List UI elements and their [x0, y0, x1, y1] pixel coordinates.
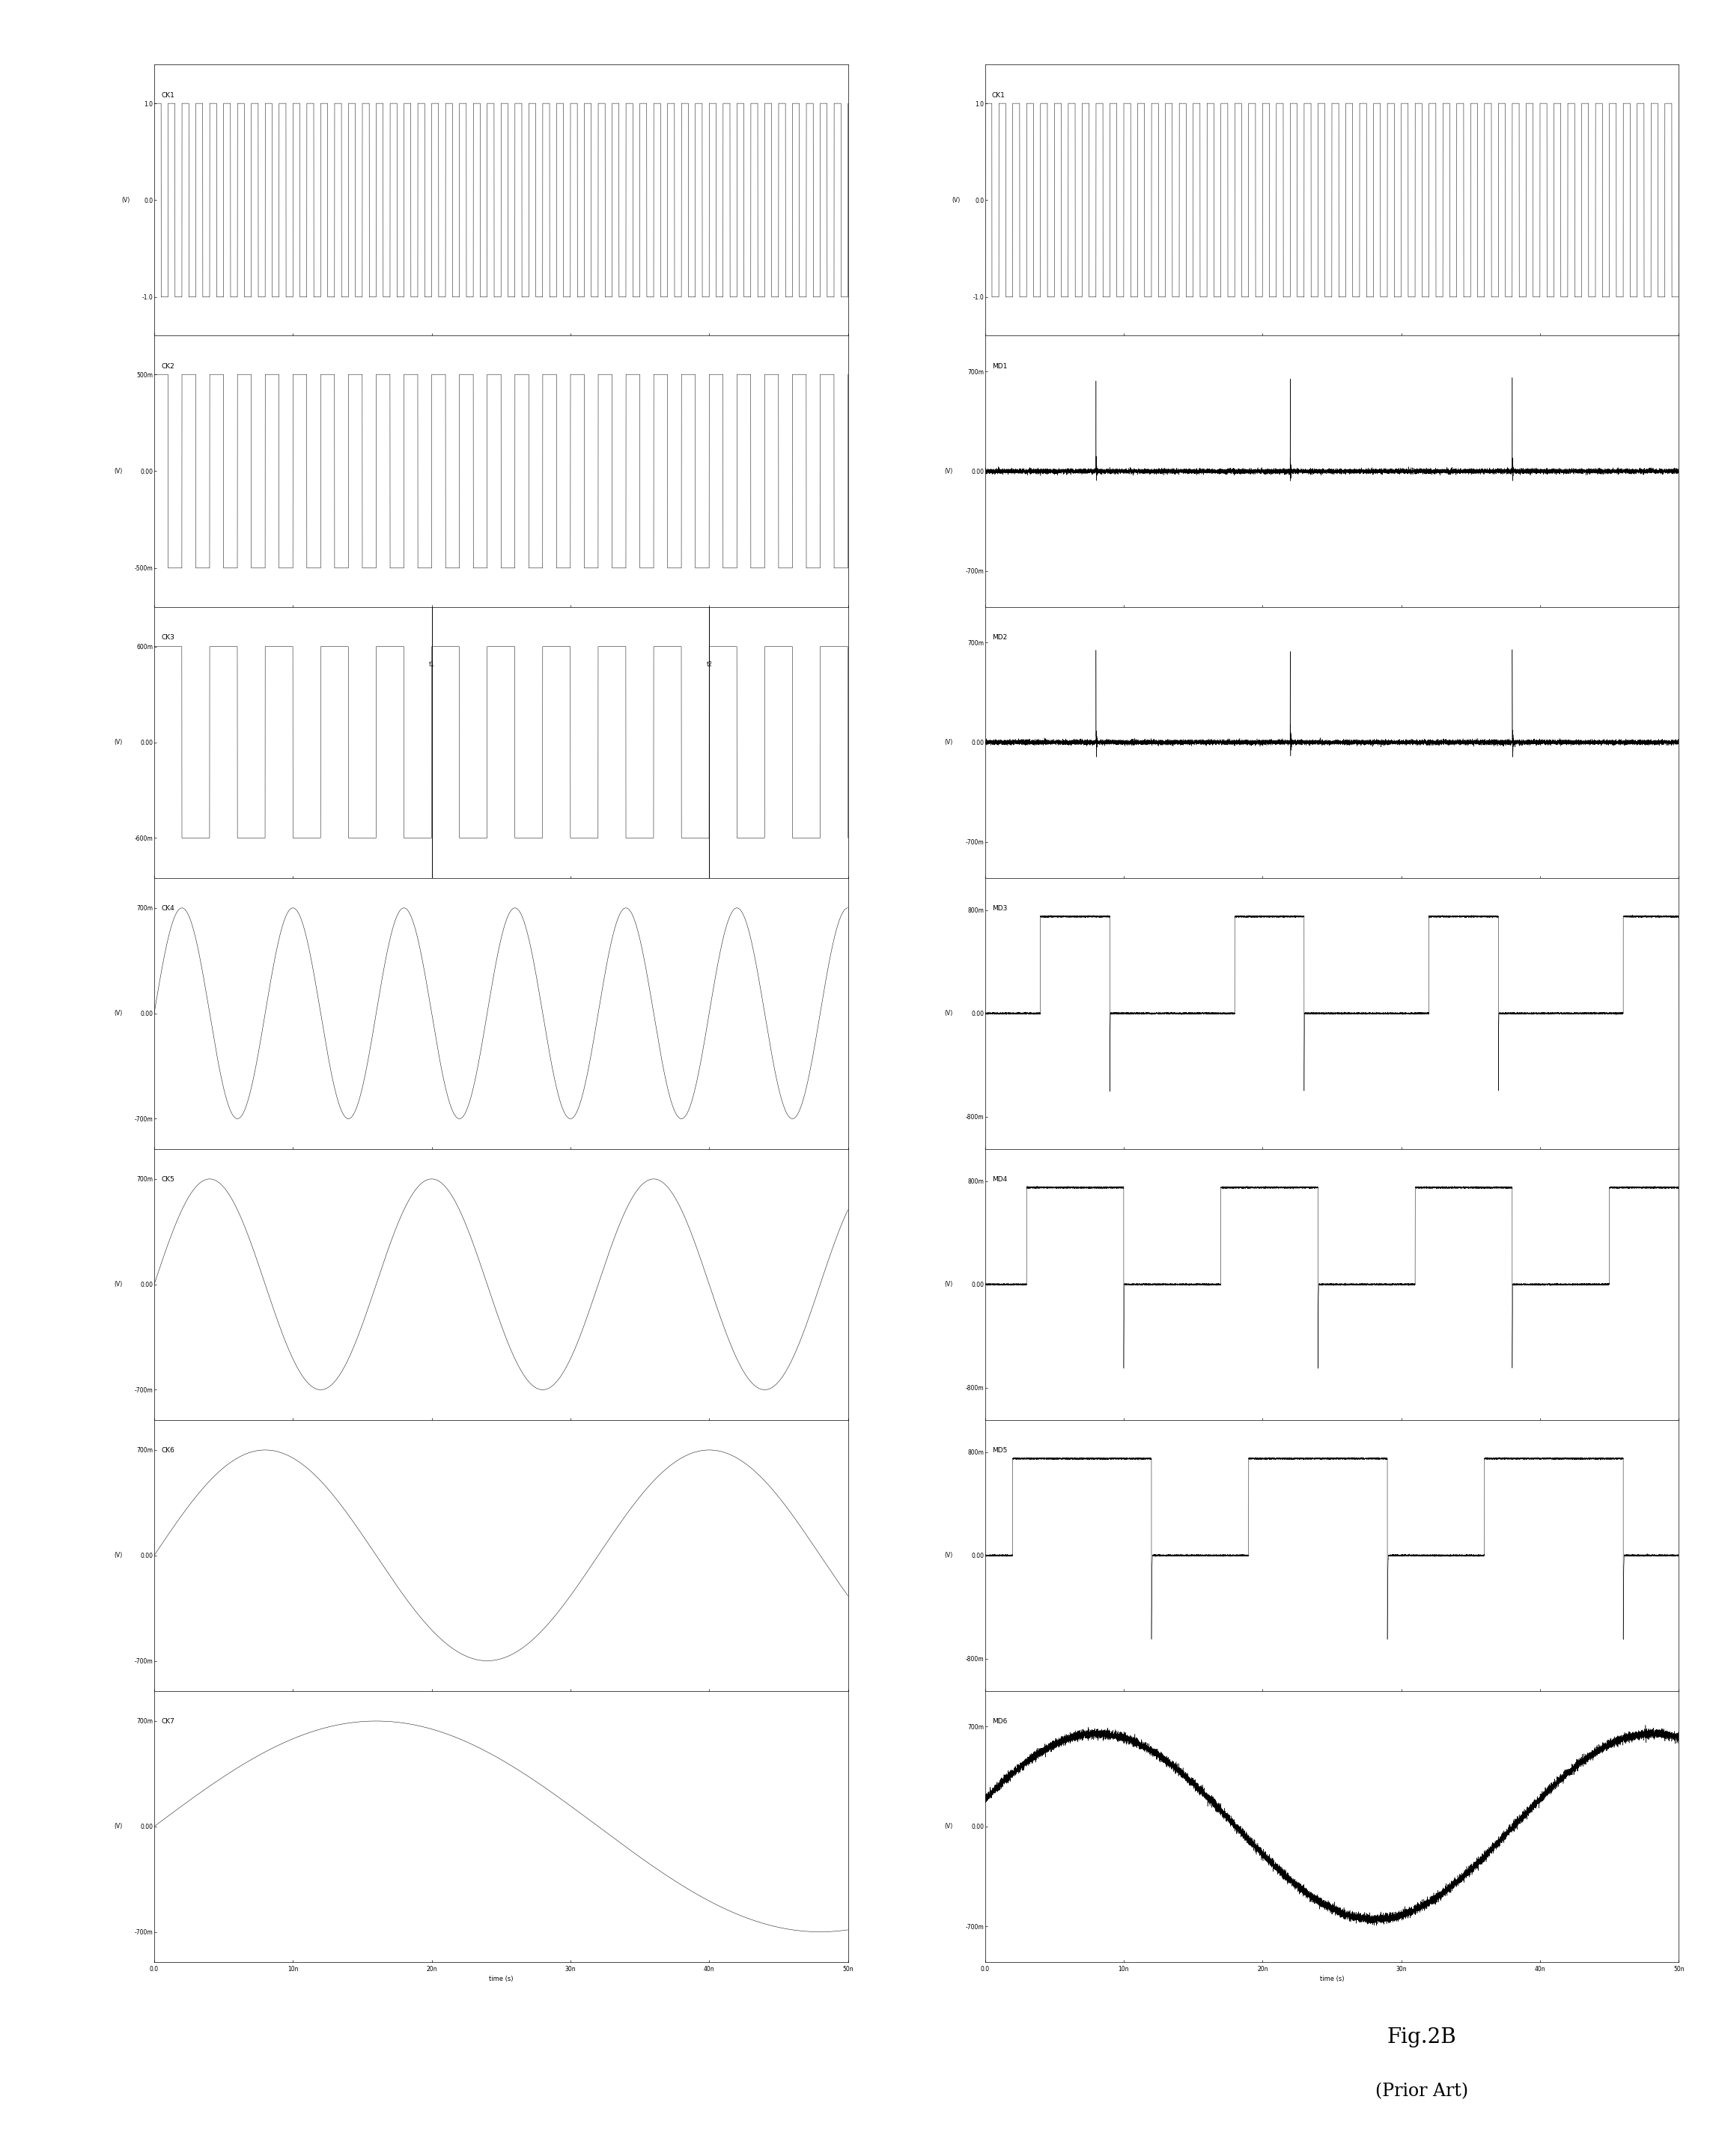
X-axis label: time (s): time (s) — [488, 1975, 514, 1981]
Text: (Prior Art): (Prior Art) — [1376, 2083, 1468, 2100]
Y-axis label: (V): (V) — [944, 740, 952, 746]
Y-axis label: (V): (V) — [113, 740, 122, 746]
Y-axis label: (V): (V) — [952, 196, 961, 203]
Y-axis label: (V): (V) — [113, 1281, 122, 1287]
Text: MD2: MD2 — [992, 634, 1007, 640]
Text: CK2: CK2 — [161, 362, 175, 369]
X-axis label: time (s): time (s) — [1319, 1975, 1345, 1981]
Y-axis label: (V): (V) — [944, 1009, 952, 1018]
Y-axis label: (V): (V) — [113, 1824, 122, 1830]
Text: CK1: CK1 — [161, 93, 175, 99]
Text: t2: t2 — [706, 662, 713, 668]
Text: Fig.2B: Fig.2B — [1388, 2027, 1456, 2048]
Text: CK7: CK7 — [161, 1718, 175, 1725]
Y-axis label: (V): (V) — [113, 1009, 122, 1018]
Y-axis label: (V): (V) — [113, 468, 122, 474]
Text: MD4: MD4 — [992, 1175, 1007, 1184]
Text: CK5: CK5 — [161, 1175, 175, 1184]
Y-axis label: (V): (V) — [944, 1824, 952, 1830]
Y-axis label: (V): (V) — [944, 468, 952, 474]
Text: CK3: CK3 — [161, 634, 175, 640]
Text: CK1: CK1 — [992, 93, 1006, 99]
Y-axis label: (V): (V) — [944, 1552, 952, 1559]
Text: CK4: CK4 — [161, 906, 175, 912]
Y-axis label: (V): (V) — [113, 1552, 122, 1559]
Y-axis label: (V): (V) — [122, 196, 130, 203]
Text: CK6: CK6 — [161, 1447, 175, 1453]
Text: MD5: MD5 — [992, 1447, 1007, 1453]
Text: t1: t1 — [428, 662, 435, 668]
Text: MD3: MD3 — [992, 906, 1007, 912]
Text: MD6: MD6 — [992, 1718, 1007, 1725]
Y-axis label: (V): (V) — [944, 1281, 952, 1287]
Text: MD1: MD1 — [992, 362, 1007, 369]
